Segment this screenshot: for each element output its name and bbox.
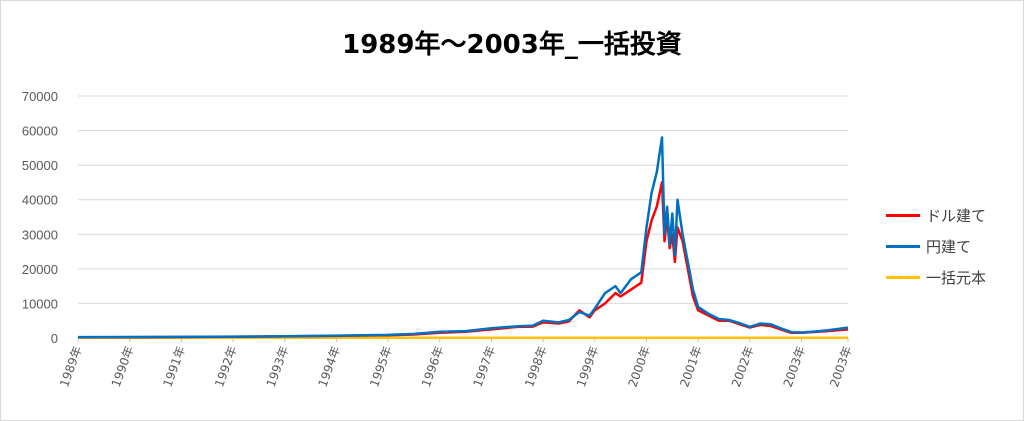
legend-item-principal: 一括元本 — [886, 262, 986, 293]
legend-swatch-principal — [886, 276, 920, 279]
chart-title: 1989年～2003年_一括投資 — [342, 30, 682, 60]
y-tick-label: 10000 — [22, 296, 58, 311]
legend-swatch-usd — [886, 214, 920, 217]
legend-item-usd: ドル建て — [886, 200, 986, 231]
x-tick-label: 2000年 — [626, 344, 654, 389]
y-tick-labels: 0 10000 20000 30000 40000 50000 60000 70000 — [22, 89, 58, 346]
legend-label-usd: ドル建て — [926, 207, 987, 225]
x-tick-label: 1992年 — [212, 344, 240, 389]
legend-label-jpy: 円建て — [926, 238, 972, 256]
legend-label-principal: 一括元本 — [926, 269, 987, 287]
x-tick-label: 1989年 — [57, 344, 85, 389]
series-line-1 — [77, 136, 849, 339]
x-tick-label: 1994年 — [316, 344, 344, 389]
x-tick-label: 1995年 — [367, 344, 395, 389]
series-line-0 — [77, 181, 849, 339]
series-lines — [77, 136, 849, 339]
x-tick-label: 1991年 — [160, 344, 188, 389]
legend: ドル建て 円建て 一括元本 — [886, 200, 986, 293]
y-tick-label: 0 — [51, 331, 58, 346]
x-tick-label: 2003年 — [781, 344, 809, 389]
x-tick-label: 1999年 — [574, 344, 602, 389]
y-tick-label: 20000 — [22, 262, 58, 277]
y-tick-label: 60000 — [22, 124, 58, 139]
x-tick-labels: 1989年 1990年 1991年 1992年 1993年 1994年 1995年 1996年… — [57, 338, 855, 389]
y-tick-label: 70000 — [22, 89, 58, 104]
legend-item-jpy: 円建て — [886, 231, 986, 262]
x-tick-label: 2003年 — [827, 344, 855, 389]
x-tick-label: 1990年 — [109, 344, 137, 389]
x-tick-label: 2002年 — [729, 344, 757, 389]
y-tick-label: 30000 — [22, 227, 58, 242]
x-tick-label: 1998年 — [522, 344, 550, 389]
grid-lines — [78, 95, 848, 339]
y-tick-label: 40000 — [22, 193, 58, 208]
x-tick-label: 2001年 — [677, 344, 705, 389]
x-tick-label: 1993年 — [264, 344, 292, 389]
x-tick-label: 1996年 — [419, 344, 447, 389]
x-tick-label: 1997年 — [471, 344, 499, 389]
y-tick-label: 50000 — [22, 158, 58, 173]
legend-swatch-jpy — [886, 245, 920, 248]
